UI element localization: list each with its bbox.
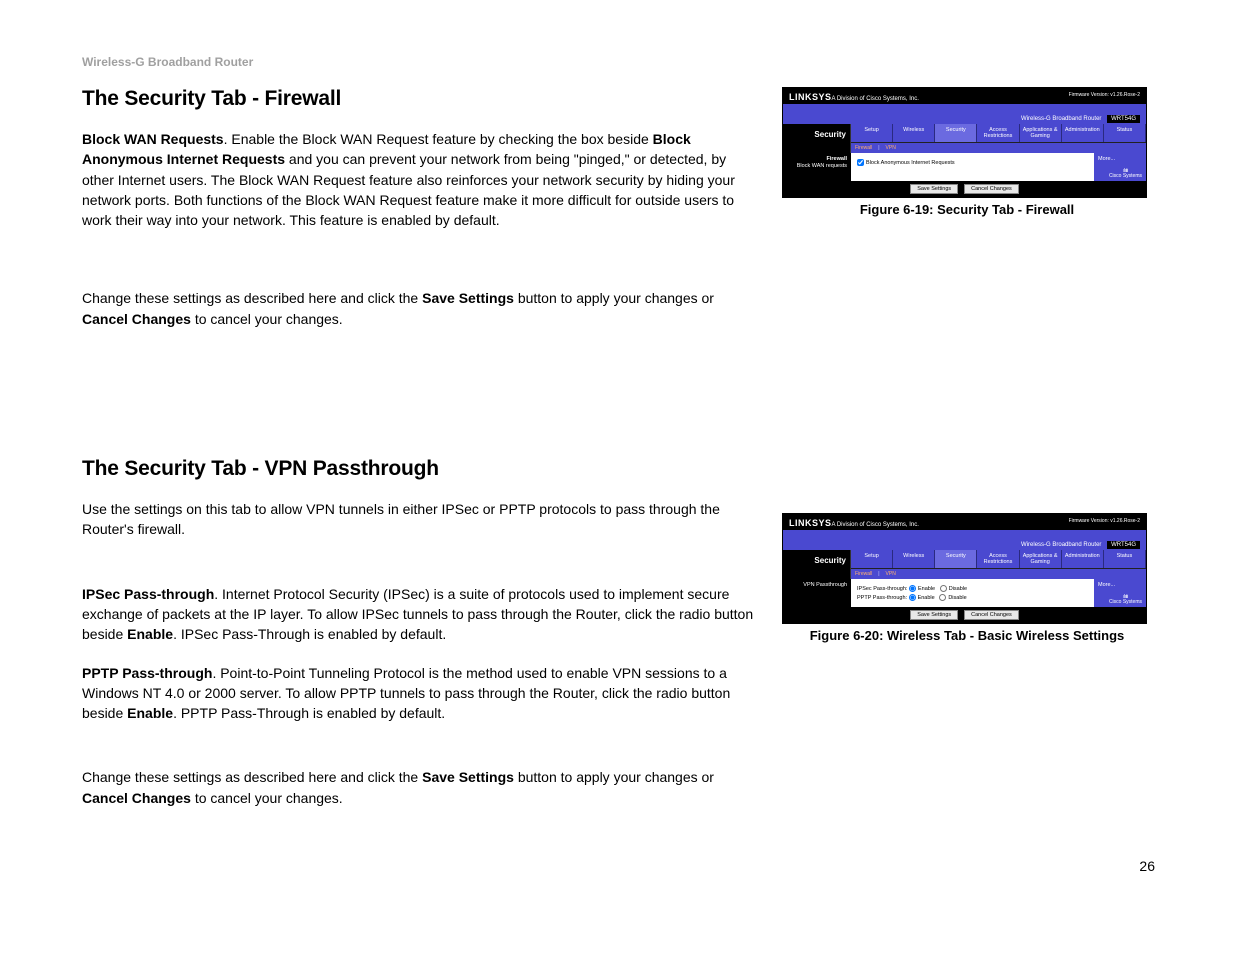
label-pptp: PPTP Pass-through: (857, 595, 907, 601)
tab-security[interactable]: Security (935, 550, 977, 568)
fig1-caption: Figure 6-19: Security Tab - Firewall (782, 202, 1152, 217)
opt-block-anon: Block Anonymous Internet Requests (866, 160, 955, 166)
more-link[interactable]: More... (1098, 582, 1142, 588)
row-label-block-wan: Block WAN requests (787, 163, 847, 170)
bold-block-wan: Block WAN Requests (82, 131, 224, 147)
row-label-firewall: Firewall (787, 156, 847, 163)
label-ipsec: IPSec Pass-through: (857, 586, 907, 592)
bold-cancel: Cancel Changes (82, 311, 191, 327)
tab-apps[interactable]: Applications & Gaming (1020, 550, 1062, 568)
subtab-firewall[interactable]: Firewall (855, 571, 872, 577)
tab-wireless[interactable]: Wireless (893, 124, 935, 142)
bold-cancel2: Cancel Changes (82, 790, 191, 806)
tab-access[interactable]: Access Restrictions (977, 124, 1019, 142)
save-button[interactable]: Save Settings (910, 184, 958, 194)
cisco-logo: ılıılıCisco Systems (1109, 595, 1142, 605)
opt-disable: Disable (948, 595, 966, 601)
tab-title-security: Security (783, 550, 851, 579)
text: Change these settings as described here … (82, 290, 422, 306)
tab-access[interactable]: Access Restrictions (977, 550, 1019, 568)
subtab-firewall[interactable]: Firewall (855, 145, 872, 151)
text: button to apply your changes or (514, 769, 714, 785)
text: . IPSec Pass-Through is enabled by defau… (173, 626, 446, 642)
tab-status[interactable]: Status (1104, 124, 1146, 142)
opt-disable: Disable (949, 586, 967, 592)
para-block-wan: Block WAN Requests. Enable the Block WAN… (82, 129, 754, 230)
bold-enable1: Enable (127, 626, 173, 642)
section-vpn: The Security Tab - VPN Passthrough Use t… (82, 457, 1155, 826)
product-label: Wireless-G Broadband Router (1021, 116, 1101, 122)
para-save1: Change these settings as described here … (82, 288, 754, 329)
subtab-vpn[interactable]: VPN (886, 571, 896, 577)
text: button to apply your changes or (514, 290, 714, 306)
bold-save: Save Settings (422, 290, 514, 306)
model-label: WRT54G (1107, 541, 1140, 549)
bold-ipsec: IPSec Pass-through (82, 586, 214, 602)
brand-label: LINKSYS (789, 92, 832, 102)
tab-row: Setup Wireless Security Access Restricti… (851, 124, 1146, 143)
figure-firewall-screenshot: LINKSYSA Division of Cisco Systems, Inc.… (782, 87, 1147, 198)
brand-sub: A Division of Cisco Systems, Inc. (832, 96, 919, 102)
opt-enable: Enable (918, 586, 935, 592)
tab-row: Setup Wireless Security Access Restricti… (851, 550, 1146, 569)
section-firewall: The Security Tab - Firewall Block WAN Re… (82, 87, 1155, 347)
bold-save2: Save Settings (422, 769, 514, 785)
tab-admin[interactable]: Administration (1062, 124, 1104, 142)
cancel-button[interactable]: Cancel Changes (964, 610, 1019, 620)
tab-setup[interactable]: Setup (851, 550, 893, 568)
tab-admin[interactable]: Administration (1062, 550, 1104, 568)
heading-vpn: The Security Tab - VPN Passthrough (82, 457, 754, 481)
save-button[interactable]: Save Settings (910, 610, 958, 620)
brand-sub: A Division of Cisco Systems, Inc. (832, 522, 919, 528)
cisco-logo: ılıılıCisco Systems (1109, 169, 1142, 179)
radio-ipsec-enable[interactable] (909, 585, 916, 592)
text: to cancel your changes. (191, 311, 343, 327)
product-label: Wireless-G Broadband Router (1021, 542, 1101, 548)
doc-header: Wireless-G Broadband Router (82, 55, 1155, 69)
tab-apps[interactable]: Applications & Gaming (1020, 124, 1062, 142)
para-ipsec: IPSec Pass-through. Internet Protocol Se… (82, 584, 754, 645)
text: . PPTP Pass-Through is enabled by defaul… (173, 705, 445, 721)
radio-ipsec-disable[interactable] (940, 585, 947, 592)
tab-wireless[interactable]: Wireless (893, 550, 935, 568)
radio-pptp-enable[interactable] (909, 594, 916, 601)
firmware-label: Firmware Version: v1.26.Rose-2 (1069, 518, 1140, 524)
row-label-vpn: VPN Passthrough (787, 582, 847, 589)
fig2-caption: Figure 6-20: Wireless Tab - Basic Wirele… (782, 628, 1152, 643)
bold-enable2: Enable (127, 705, 173, 721)
radio-pptp-disable[interactable] (939, 594, 946, 601)
checkbox-block-anon[interactable] (857, 159, 864, 166)
para-save2: Change these settings as described here … (82, 767, 754, 808)
more-link[interactable]: More... (1098, 156, 1142, 162)
tab-setup[interactable]: Setup (851, 124, 893, 142)
bold-pptp: PPTP Pass-through (82, 665, 212, 681)
tab-title-security: Security (783, 124, 851, 153)
para-pptp: PPTP Pass-through. Point-to-Point Tunnel… (82, 663, 754, 724)
text: . Enable the Block WAN Request feature b… (224, 131, 653, 147)
text: Change these settings as described here … (82, 769, 422, 785)
subtab-vpn[interactable]: VPN (886, 145, 896, 151)
tab-status[interactable]: Status (1104, 550, 1146, 568)
text: to cancel your changes. (191, 790, 343, 806)
page-number: 26 (1139, 858, 1155, 874)
tab-security[interactable]: Security (935, 124, 977, 142)
figure-vpn-screenshot: LINKSYSA Division of Cisco Systems, Inc.… (782, 513, 1147, 624)
firmware-label: Firmware Version: v1.26.Rose-2 (1069, 92, 1140, 98)
brand-label: LINKSYS (789, 518, 832, 528)
cancel-button[interactable]: Cancel Changes (964, 184, 1019, 194)
model-label: WRT54G (1107, 115, 1140, 123)
heading-firewall: The Security Tab - Firewall (82, 87, 754, 111)
opt-enable: Enable (918, 595, 935, 601)
para-vpn-intro: Use the settings on this tab to allow VP… (82, 499, 754, 540)
